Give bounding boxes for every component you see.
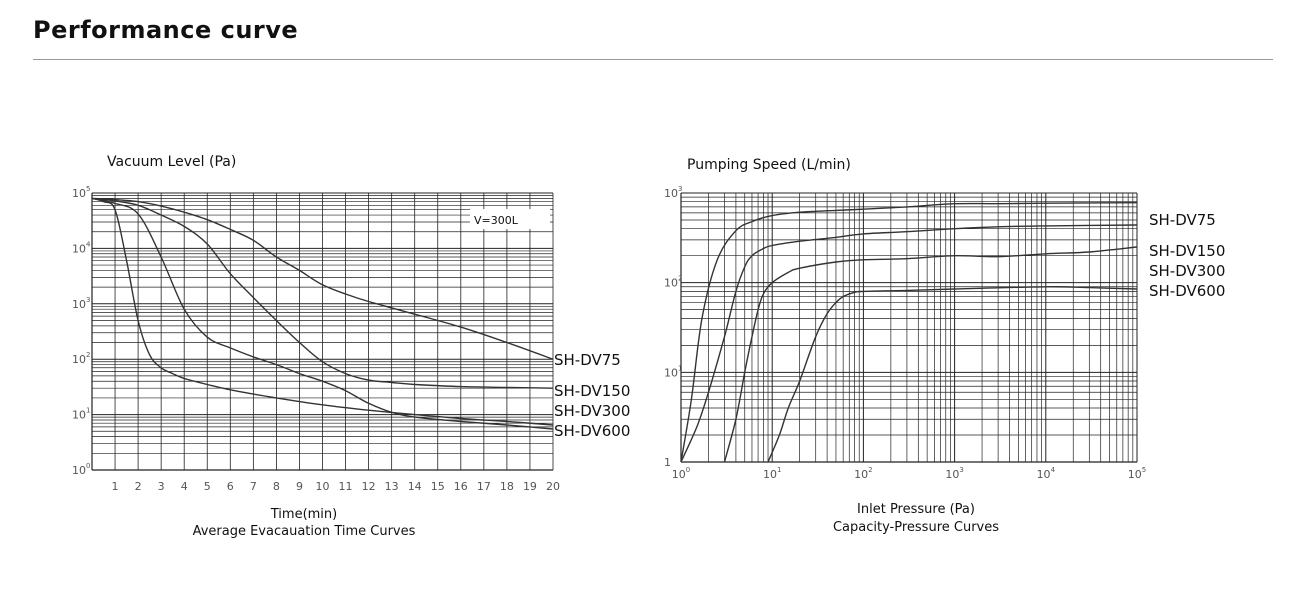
right-chart-x-axis-label: Inlet Pressure (Pa) [857, 502, 975, 517]
y-tick-label: 105 [72, 185, 90, 200]
x-tick-label: 4 [181, 480, 188, 493]
right-chart-curves [680, 202, 1138, 463]
series-label-sh-dv300: SH-DV300 [554, 402, 630, 420]
y-tick-label: 103 [664, 185, 682, 200]
series-curve-sh-dv75 [680, 202, 1138, 463]
left-chart-curves [91, 197, 554, 430]
x-tick-label: 16 [454, 480, 468, 493]
right-chart-y-axis-label: Pumping Speed (L/min) [687, 157, 851, 173]
series-curve-sh-dv600 [91, 197, 554, 426]
series-label-sh-dv600: SH-DV600 [554, 422, 630, 440]
volume-annotation: V=300L [474, 214, 519, 227]
series-curve-sh-dv300 [723, 246, 1138, 463]
series-label-sh-dv75: SH-DV75 [554, 351, 621, 369]
page-title: Performance curve [33, 16, 299, 44]
x-tick-label: 100 [672, 466, 690, 481]
series-curve-sh-dv150 [680, 224, 1138, 463]
right-chart-y-ticks: 103 102 101 1 [664, 185, 682, 469]
annotation-box [470, 209, 550, 229]
left-chart-y-axis-label: Vacuum Level (Pa) [107, 154, 236, 170]
x-tick-label: 6 [227, 480, 234, 493]
series-curve-sh-dv600 [767, 286, 1138, 463]
x-tick-label: 102 [854, 466, 872, 481]
x-tick-label: 3 [158, 480, 165, 493]
y-tick-label: 100 [72, 462, 90, 477]
right-chart-x-ticks: 100 101 102 103 104 105 [672, 466, 1146, 481]
left-chart-x-ticks: 1 2 3 4 5 6 7 8 9 10 11 12 13 14 15 16 17 18 19 20 [112, 480, 560, 493]
x-tick-label: 104 [1037, 466, 1056, 481]
x-tick-label: 17 [477, 480, 491, 493]
y-tick-label: 104 [72, 240, 91, 255]
y-tick-label: 101 [664, 364, 682, 379]
x-tick-label: 11 [339, 480, 353, 493]
x-tick-label: 5 [204, 480, 211, 493]
y-tick-label: 102 [664, 275, 682, 290]
x-tick-label: 18 [500, 480, 514, 493]
x-tick-label: 7 [250, 480, 257, 493]
x-tick-label: 8 [273, 480, 280, 493]
x-tick-label: 101 [763, 466, 781, 481]
x-tick-label: 13 [385, 480, 399, 493]
x-tick-label: 1 [112, 480, 119, 493]
series-curve-sh-dv75 [91, 197, 554, 360]
series-label-sh-dv75: SH-DV75 [1149, 211, 1216, 229]
series-curve-sh-dv300 [91, 197, 554, 430]
right-chart-caption: Capacity-Pressure Curves [833, 520, 999, 535]
x-tick-label: 14 [408, 480, 422, 493]
x-tick-label: 20 [546, 480, 560, 493]
left-chart-series-labels: SH-DV75 SH-DV150 SH-DV300 SH-DV600 [554, 351, 630, 440]
x-tick-label: 105 [1128, 466, 1146, 481]
right-chart-series-labels: SH-DV75 SH-DV150 SH-DV300 SH-DV600 [1149, 211, 1225, 300]
y-tick-label: 1 [664, 456, 671, 469]
left-chart-x-axis-label: Time(min) [270, 507, 337, 522]
x-tick-label: 2 [135, 480, 142, 493]
x-tick-label: 12 [362, 480, 376, 493]
left-chart-grid [91, 192, 554, 471]
series-label-sh-dv150: SH-DV150 [1149, 242, 1225, 260]
series-label-sh-dv150: SH-DV150 [554, 382, 630, 400]
y-tick-label: 101 [72, 407, 90, 422]
right-chart-grid [680, 192, 1138, 463]
y-tick-label: 103 [72, 296, 90, 311]
left-chart-y-ticks: 105 104 103 102 101 100 [72, 185, 91, 477]
series-label-sh-dv600: SH-DV600 [1149, 282, 1225, 300]
y-tick-label: 102 [72, 351, 90, 366]
series-label-sh-dv300: SH-DV300 [1149, 262, 1225, 280]
left-chart-caption: Average Evacauation Time Curves [193, 524, 416, 539]
title-divider [33, 59, 1273, 60]
x-tick-label: 15 [431, 480, 445, 493]
x-tick-label: 19 [523, 480, 537, 493]
x-tick-label: 103 [945, 466, 963, 481]
x-tick-label: 10 [316, 480, 330, 493]
series-curve-sh-dv150 [91, 197, 554, 389]
x-tick-label: 9 [296, 480, 303, 493]
